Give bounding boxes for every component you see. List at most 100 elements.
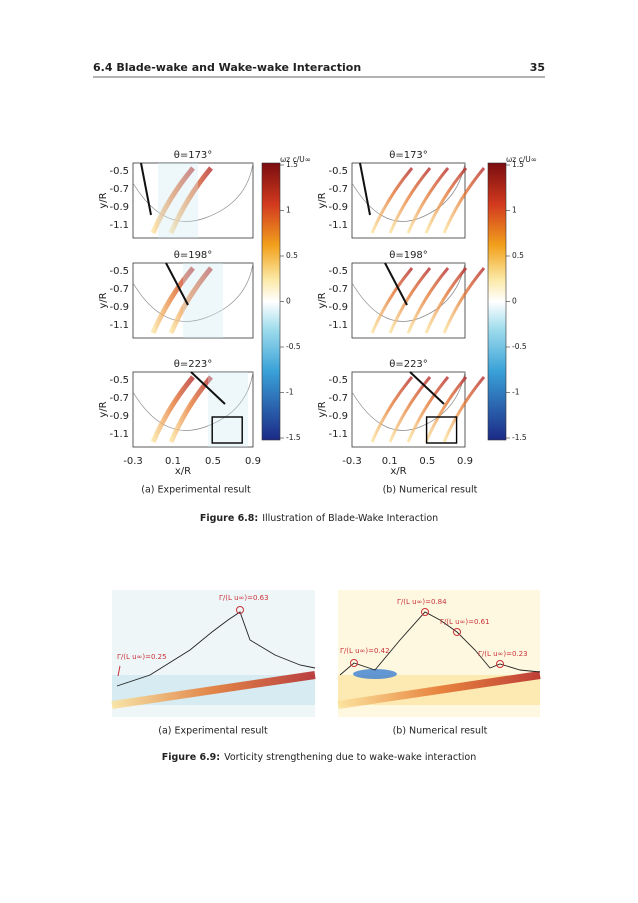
wake-streak <box>150 166 195 234</box>
negative-vortex <box>353 669 397 679</box>
rotor-arc <box>351 262 466 322</box>
y-tick-label: -0.7 <box>109 184 129 195</box>
blade <box>165 262 189 306</box>
page-number: 35 <box>530 61 545 74</box>
plot-frame <box>132 262 254 339</box>
plot-frame <box>132 371 254 448</box>
colorbar-tick-label: -0.5 <box>512 342 527 351</box>
figure-6-8: θ=173° -0.5 -0.7 -0.9 -1.1 y/R θ=198° -0.5 -0.7 -… <box>98 150 537 524</box>
plot-title: θ=223° <box>174 359 213 370</box>
x-axis-label: x/R <box>390 466 406 477</box>
wake-streak <box>150 375 195 443</box>
y-tick-label: -0.9 <box>328 202 348 213</box>
y-axis-label: y/R <box>98 292 109 308</box>
colorbar-tick-label: 1 <box>286 206 291 215</box>
colorbar <box>487 162 507 441</box>
subcaption: (a) Experimental result <box>141 485 251 496</box>
subcaption: (b) Numerical result <box>393 726 488 737</box>
plot-frame <box>132 162 254 239</box>
y-axis-label: y/R <box>317 292 328 308</box>
caption-label: Figure 6.8: <box>200 513 258 524</box>
plot-title: θ=173° <box>174 150 213 161</box>
colorbar-tick-label: 0.5 <box>512 251 524 260</box>
subcaption: (b) Numerical result <box>383 485 478 496</box>
wake-streak <box>442 167 486 234</box>
caption: Figure 6.9: Vorticity strengthening due t… <box>162 752 477 763</box>
annotation: Γ/(L u∞)=0.84 <box>397 598 447 606</box>
y-tick-label: -0.9 <box>328 302 348 313</box>
blade <box>140 162 152 216</box>
y-tick-label: -0.7 <box>328 284 348 295</box>
wake-streak <box>406 267 450 334</box>
x-tick-label: 0.1 <box>165 456 181 467</box>
running-header: 6.4 Blade-wake and Wake-wake Interaction <box>93 61 361 74</box>
y-tick-label: -1.1 <box>109 320 129 331</box>
colorbar <box>261 162 281 441</box>
x-tick-label: 0.5 <box>419 456 435 467</box>
y-axis-label: y/R <box>98 401 109 417</box>
colorbar-tick-label: 0.5 <box>286 251 298 260</box>
piv-window <box>183 263 223 338</box>
plot-title: θ=173° <box>389 150 428 161</box>
colorbar-tick-label: 0 <box>286 297 291 306</box>
y-tick-label: -0.5 <box>109 166 129 177</box>
wake-streak <box>388 267 432 334</box>
peak-marker <box>350 659 358 667</box>
wake-streak <box>370 376 414 443</box>
y-tick-label: -0.5 <box>109 375 129 386</box>
y-tick-label: -0.7 <box>109 393 129 404</box>
wake-streak <box>150 266 195 334</box>
y-tick-label: -0.9 <box>109 411 129 422</box>
colorbar-tick-label: -1 <box>512 388 520 397</box>
wake-streak <box>388 167 432 234</box>
colorbar-tick-label: -1 <box>286 388 294 397</box>
x-tick-label: 0.1 <box>382 456 398 467</box>
peak-marker <box>496 660 504 668</box>
peak-marker <box>236 606 244 614</box>
y-tick-label: -0.9 <box>328 411 348 422</box>
subcaption: (a) Experimental result <box>158 726 268 737</box>
rotor-arc <box>351 162 466 222</box>
plot-title: θ=223° <box>389 359 428 370</box>
annotation: Γ/(L u∞)=0.23 <box>478 650 528 658</box>
colorbar-label: ωz c/U∞ <box>506 155 537 164</box>
circulation-curve <box>116 611 316 687</box>
annotation: Γ/(L u∞)=0.61 <box>440 618 490 626</box>
rotor-arc <box>132 371 254 431</box>
colorbar-tick-label: -1.5 <box>286 433 301 442</box>
annotation: Γ/(L u∞)=0.42 <box>340 647 390 655</box>
colorbar-tick-label: 1 <box>512 206 517 215</box>
caption-text: Vorticity strengthening due to wake-wake… <box>224 752 476 763</box>
vortex-sheet <box>337 671 541 709</box>
caption-text: Illustration of Blade-Wake Interaction <box>262 513 438 524</box>
y-tick-label: -0.7 <box>109 284 129 295</box>
wake-streak <box>442 376 486 443</box>
plot-title: θ=198° <box>389 250 428 261</box>
y-tick-label: -0.7 <box>328 393 348 404</box>
y-tick-label: -1.1 <box>328 220 348 231</box>
x-tick-label: 0.9 <box>245 456 261 467</box>
y-tick-label: -1.1 <box>328 429 348 440</box>
peak-marker <box>453 628 461 636</box>
wake-streak <box>424 167 468 234</box>
wake-streak <box>424 376 468 443</box>
wake-streak <box>424 267 468 334</box>
wake-streak <box>370 267 414 334</box>
y-tick-label: -0.9 <box>109 202 129 213</box>
wake-streak <box>168 375 213 443</box>
colorbar-tick-label: 0 <box>512 297 517 306</box>
y-tick-label: -0.5 <box>109 266 129 277</box>
y-axis-label: y/R <box>317 401 328 417</box>
peak-marker <box>421 608 429 616</box>
y-axis-label: y/R <box>317 192 328 208</box>
piv-window <box>158 163 198 238</box>
piv-window <box>208 372 248 447</box>
colorbar-tick-label: -0.5 <box>286 342 301 351</box>
vortex-sheet <box>111 671 316 709</box>
x-tick-label: 0.5 <box>205 456 221 467</box>
rotor-arc <box>132 162 254 222</box>
x-tick-label: -0.3 <box>123 456 143 467</box>
x-tick-label: 0.9 <box>457 456 473 467</box>
blade <box>190 371 226 405</box>
colorbar-label: ωz c/U∞ <box>280 155 311 164</box>
